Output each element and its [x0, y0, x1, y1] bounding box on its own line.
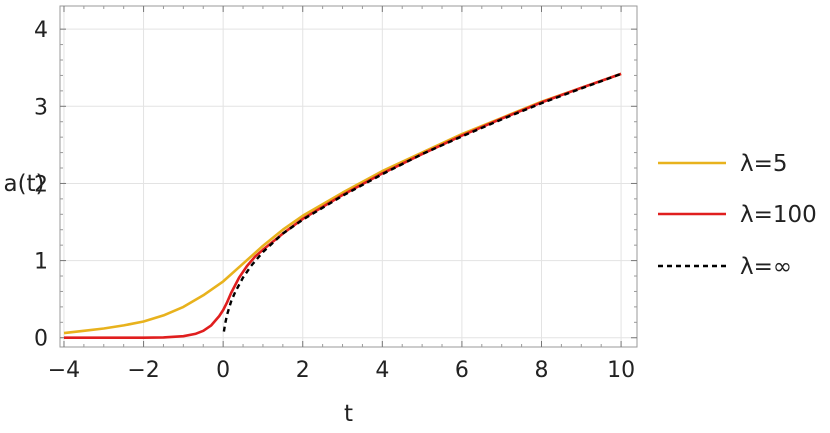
- y-tick-label: 2: [34, 172, 48, 197]
- y-tick-label: 1: [34, 250, 48, 275]
- x-tick-label: 0: [216, 358, 230, 383]
- y-tick-label: 3: [34, 95, 48, 120]
- legend-label-2: λ=∞: [740, 254, 792, 280]
- y-tick-label: 4: [34, 18, 48, 43]
- legend-label-0: λ=5: [740, 151, 788, 177]
- x-axis-title: t: [344, 401, 353, 427]
- x-tick-label: 4: [375, 358, 389, 383]
- grid: [60, 6, 637, 347]
- series-line-1: [64, 72, 622, 340]
- y-tick-label: 0: [34, 327, 48, 352]
- x-tick-label: 8: [534, 358, 548, 383]
- series-line-2: [222, 72, 622, 332]
- x-tick-label: 10: [607, 358, 635, 383]
- x-tick-label: 2: [296, 358, 310, 383]
- x-tick-label: −2: [127, 358, 159, 383]
- axis-ticks: −4 −2 0 2 4 6 8 10 0 1 2 3 4: [34, 6, 637, 383]
- y-axis-title: a(t): [3, 171, 44, 197]
- legend: λ=5 λ=100 λ=∞: [658, 151, 817, 280]
- legend-label-1: λ=100: [740, 202, 817, 228]
- x-tick-label: −4: [48, 358, 80, 383]
- plot-frame: [59, 5, 638, 348]
- series-line-0: [63, 72, 622, 335]
- series-group: [63, 72, 622, 340]
- x-tick-label: 6: [455, 358, 469, 383]
